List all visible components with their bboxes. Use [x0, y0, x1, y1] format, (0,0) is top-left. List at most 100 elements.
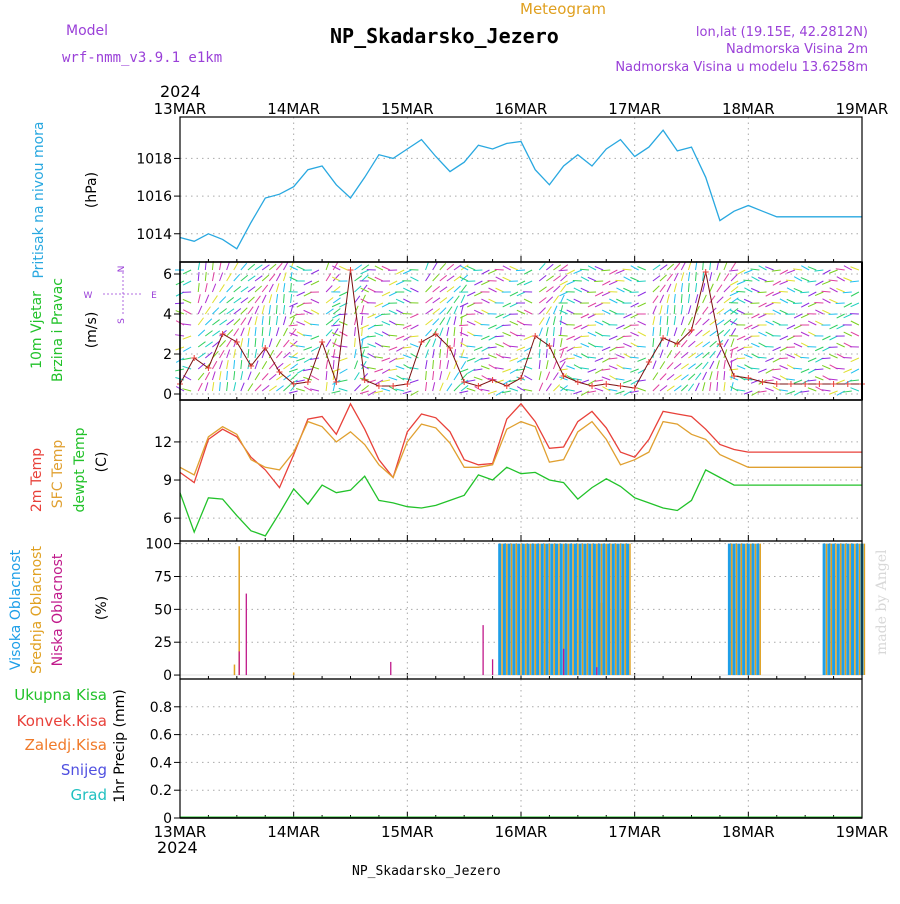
wind-arrow — [503, 303, 511, 307]
wind-arrow — [198, 283, 199, 292]
wind-arrow — [461, 361, 466, 369]
wind-arrow — [255, 338, 256, 347]
wind-arrow — [524, 336, 532, 340]
y-tick-label: 9 — [163, 473, 172, 489]
wind-arrow — [269, 294, 271, 303]
wind-arrow — [623, 336, 632, 337]
wind-arrow — [460, 303, 468, 307]
wind-arrow — [474, 292, 482, 296]
wind-arrow — [822, 310, 830, 314]
wind-arrow — [403, 365, 411, 369]
wind-arrow — [382, 292, 390, 296]
wind-arrow — [212, 296, 217, 303]
wind-arrow — [524, 270, 532, 274]
wind-speed-marker — [461, 379, 467, 385]
cloud-unit: (%) — [94, 596, 110, 620]
wind-arrow — [355, 265, 362, 270]
wind-arrow — [276, 351, 282, 358]
wind-arrow — [800, 292, 809, 293]
wind-arrow — [333, 360, 334, 369]
wind-arrow — [461, 285, 466, 292]
wind-arrow — [410, 277, 418, 281]
wind-arrow — [765, 303, 773, 307]
wind-arrow — [326, 339, 331, 347]
wind-arrow — [731, 262, 736, 270]
wind-arrow — [794, 380, 802, 383]
wind-arrow — [183, 281, 191, 285]
wind-arrow — [844, 266, 852, 270]
high-cloud-bar — [737, 544, 740, 675]
wind-arrow — [724, 309, 731, 314]
pressure-label: Pritisak na nivou mora — [31, 121, 47, 278]
high-cloud-bar — [837, 544, 840, 675]
wind-arrow — [581, 314, 589, 318]
wind-arrow — [234, 328, 239, 336]
wind-arrow — [248, 264, 255, 270]
wind-arrow — [724, 273, 729, 281]
wind-arrow — [255, 384, 261, 391]
wind-arrow — [801, 369, 809, 373]
wind-arrow — [588, 332, 596, 336]
wind-arrow — [488, 325, 496, 329]
wind-speed-marker — [816, 381, 822, 387]
wind-arrow — [220, 360, 223, 369]
wind-speed-marker — [774, 381, 780, 387]
wind-arrow — [653, 372, 658, 380]
wind-arrow — [212, 331, 219, 336]
wind-arrow — [567, 299, 575, 303]
wind-arrow — [234, 286, 241, 292]
wind-arrow — [724, 286, 730, 292]
low-cloud-label: Niska Oblacnost — [50, 553, 66, 666]
wind-arrow — [703, 307, 708, 314]
wind-arrow — [255, 296, 260, 303]
wind-arrow — [355, 327, 356, 336]
wind-arrow — [588, 369, 596, 372]
wind-arrow — [368, 277, 376, 281]
y-tick-label: 0.2 — [150, 783, 172, 799]
wind-arrow — [447, 297, 453, 303]
sfc-temp-label: SFC Temp — [50, 440, 66, 509]
wind-arrow — [765, 358, 773, 362]
wind-arrow — [467, 358, 475, 361]
wind-arrow — [331, 325, 340, 326]
wind-arrow — [710, 382, 711, 391]
wind-arrow — [794, 288, 802, 292]
wind-arrow — [660, 361, 665, 369]
wind-arrow — [710, 371, 712, 380]
wind-arrow — [480, 324, 489, 325]
wind-arrow — [440, 328, 443, 336]
high-cloud-bar — [602, 544, 605, 675]
wind-arrow — [496, 391, 504, 395]
wind-arrow — [588, 303, 596, 307]
wind-arrow — [338, 314, 347, 315]
wind-arrow — [609, 336, 617, 340]
wind-arrow — [495, 269, 504, 270]
wind-arrow — [660, 285, 665, 292]
wind-arrow — [291, 283, 292, 292]
wind-arrow — [660, 327, 661, 336]
y-tick-label: 1016 — [136, 189, 172, 205]
wind-arrow — [447, 349, 448, 358]
wind-arrow — [502, 369, 510, 372]
high-cloud-bar — [508, 544, 511, 675]
wind-arrow — [332, 303, 340, 307]
wind-arrow — [688, 272, 689, 281]
high-cloud-bar — [569, 544, 572, 675]
wind-arrow — [717, 360, 720, 369]
wind-arrow — [844, 303, 852, 307]
wind-arrow — [326, 273, 331, 281]
wind-arrow — [248, 276, 255, 281]
wind-arrow — [389, 358, 397, 362]
wind-arrow — [227, 297, 234, 303]
high-cloud-bar — [536, 544, 539, 675]
wind-arrow — [426, 339, 431, 347]
wind-arrow — [765, 388, 773, 391]
wind-arrow — [773, 387, 781, 391]
wind-arrow — [638, 303, 646, 307]
wind-arrow — [674, 263, 680, 270]
wind-arrow — [836, 303, 845, 304]
wind-arrow — [283, 352, 290, 358]
wind-arrow — [289, 325, 298, 326]
wind-arrow — [459, 357, 468, 358]
